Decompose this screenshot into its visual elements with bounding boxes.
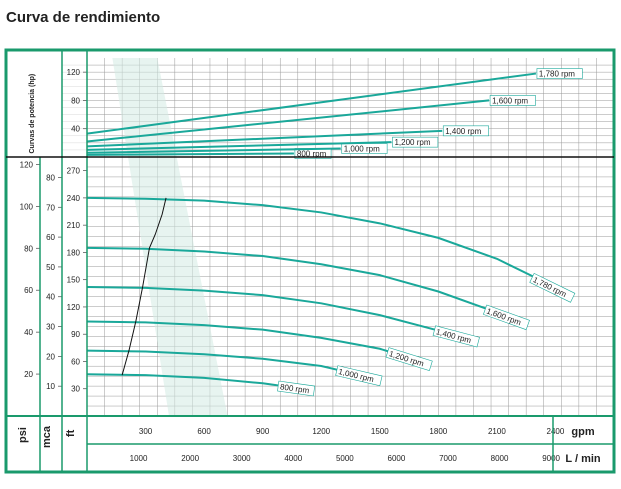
head-curve: [86, 320, 392, 354]
head-curve: [86, 349, 341, 372]
lmin-tick-label: 2000: [181, 454, 199, 463]
power-curve-label: 1,000 rpm: [344, 145, 380, 154]
lmin-tick-label: 3000: [233, 454, 251, 463]
power-curve-label-box: [442, 125, 489, 137]
gpm-tick-label: 1200: [312, 427, 330, 436]
power-ytick-label: 120: [67, 68, 81, 77]
ft-tick-label: 120: [67, 303, 81, 312]
power-curve-label: 1,600 rpm: [492, 96, 528, 105]
gpm-axis-label: gpm: [571, 426, 594, 438]
power-curve-label: 1,400 rpm: [445, 127, 481, 136]
gpm-tick-label: 600: [197, 427, 211, 436]
gpm-tick-label: 2100: [488, 427, 506, 436]
power-curve: [86, 99, 490, 143]
ft-tick-label: 90: [71, 330, 80, 339]
ft-tick-label: 180: [67, 248, 81, 257]
outer-frame: [4, 48, 616, 474]
power-curve-label-box: [489, 95, 536, 106]
head-curve-label-box: [385, 347, 433, 371]
ft-tick-label: 210: [67, 221, 81, 230]
head-curve-label: 800 rpm: [279, 382, 310, 395]
power-curve-label: 1,200 rpm: [394, 138, 430, 147]
head-curve: [86, 196, 537, 279]
head-curve: [86, 285, 439, 332]
head-curve: [86, 373, 283, 388]
gpm-tick-label: 1800: [429, 427, 447, 436]
head-curve-label-group: 800 rpm: [277, 380, 316, 397]
power-curve-label: 1,780 rpm: [539, 70, 575, 79]
head-curve-label-group: 1,400 rpm: [432, 325, 480, 348]
head-curve-label-box: [277, 380, 316, 397]
power-curve: [86, 147, 341, 154]
head-curve-label: 1,400 rpm: [435, 327, 472, 345]
lmin-tick-label: 5000: [336, 454, 354, 463]
power-curve: [86, 152, 294, 156]
lmin-tick-label: 4000: [284, 454, 302, 463]
mca-tick-label: 10: [46, 382, 55, 391]
lmin-tick-label: 1000: [130, 454, 148, 463]
mca-tick-label: 20: [46, 352, 55, 361]
lmin-tick-label: 9000: [542, 454, 560, 463]
gpm-tick-label: 1500: [371, 427, 389, 436]
ft-tick-label: 240: [67, 194, 81, 203]
psi-tick-label: 60: [24, 286, 33, 295]
chart-title: Curva de rendimiento: [6, 9, 161, 26]
ft-tick-label: 270: [67, 167, 81, 176]
power-curve-label-box: [392, 136, 439, 148]
head-curve-label-box: [432, 325, 480, 348]
efficiency-line: [121, 197, 167, 376]
head-curve-label-box: [483, 304, 530, 331]
ft-tick-label: 60: [71, 357, 80, 366]
power-curve: [86, 141, 392, 151]
psi-tick-label: 20: [24, 370, 33, 379]
power-ytick-label: 40: [71, 125, 80, 134]
head-curve-label-box: [335, 365, 383, 387]
psi-axis-label: psi: [17, 427, 29, 443]
gpm-tick-label: 900: [256, 427, 270, 436]
mca-axis-label: mca: [41, 425, 53, 448]
ft-tick-label: 30: [71, 385, 80, 394]
psi-tick-label: 80: [24, 244, 33, 253]
lmin-tick-label: 6000: [388, 454, 406, 463]
ft-tick-label: 150: [67, 276, 81, 285]
power-axis-label: Curvas de potencia (hp): [29, 74, 36, 154]
power-curve-label: 800 rpm: [297, 149, 327, 158]
head-curve-label-group: 1,000 rpm: [335, 365, 383, 387]
head-curve-label: 1,200 rpm: [388, 349, 425, 368]
power-curve: [86, 129, 443, 148]
head-curve: [86, 246, 490, 311]
power-curve-label-box: [536, 68, 583, 79]
lmin-tick-label: 7000: [439, 454, 457, 463]
mca-tick-label: 30: [46, 323, 55, 332]
mca-tick-label: 50: [46, 263, 55, 272]
gpm-tick-label: 2400: [547, 427, 565, 436]
psi-tick-label: 120: [20, 160, 34, 169]
gpm-tick-label: 300: [139, 427, 153, 436]
mca-tick-label: 80: [46, 173, 55, 182]
head-curve-label-group: 1,200 rpm: [385, 347, 433, 371]
head-curve-label-box: [529, 272, 576, 303]
lmin-axis-label: L / min: [565, 453, 601, 465]
mca-tick-label: 60: [46, 233, 55, 242]
frame: [4, 48, 616, 474]
head-curve-label-group: 1,600 rpm: [483, 304, 530, 331]
mca-tick-label: 40: [46, 293, 55, 302]
efficiency-band: [112, 58, 228, 416]
psi-tick-label: 100: [20, 202, 34, 211]
mca-tick-label: 70: [46, 203, 55, 212]
psi-tick-label: 40: [24, 328, 33, 337]
ft-axis-label: ft: [65, 429, 77, 437]
efficiency-band-shape: [112, 58, 228, 416]
power-ytick-label: 80: [71, 96, 80, 105]
power-curve: [86, 72, 537, 135]
head-curve-label-group: 1,780 rpm: [529, 272, 576, 303]
lmin-tick-label: 8000: [491, 454, 509, 463]
